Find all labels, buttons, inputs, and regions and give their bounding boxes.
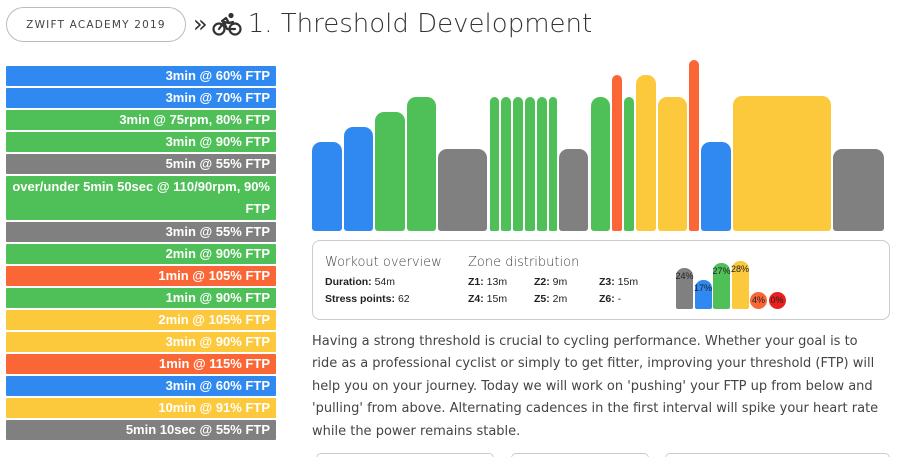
zone-1-time: Z1: 13m: [468, 276, 507, 288]
workout-block: [732, 95, 831, 231]
zone-percent-bar: [676, 267, 693, 309]
duration-label: Duration:: [325, 276, 372, 288]
interval-item[interactable]: over/under 5min 50sec @ 110/90rpm, 90% F…: [6, 176, 276, 220]
workout-block: [536, 97, 547, 231]
workout-block: [612, 74, 623, 231]
zone-1-label: Z1:: [468, 276, 484, 288]
zone-percent-label: 28%: [730, 264, 749, 274]
workout-block: [406, 97, 437, 231]
workout-block: [312, 141, 342, 231]
interval-item[interactable]: 3min @ 60% FTP: [6, 376, 276, 396]
zone-5-value: 2m: [552, 293, 568, 305]
interval-item[interactable]: 3min @ 75rpm, 80% FTP: [6, 110, 276, 130]
zone-4-label: Z4:: [468, 293, 484, 305]
interval-item[interactable]: 3min @ 55% FTP: [6, 222, 276, 242]
zone-3-time: Z3: 15m: [599, 276, 638, 288]
zone-percent-label: 0%: [770, 295, 784, 305]
zone-distribution-heading: Zone distribution: [468, 255, 580, 270]
interval-item[interactable]: 1min @ 105% FTP: [6, 266, 276, 286]
zone-percent-bar: [713, 262, 730, 309]
workout-block: [701, 141, 731, 231]
workout-block: [375, 112, 405, 231]
zone-5-label: Z5:: [534, 293, 550, 305]
zone-6-value: -: [617, 293, 622, 305]
workout-profile-chart: [312, 60, 884, 231]
interval-item[interactable]: 1min @ 115% FTP: [6, 354, 276, 374]
workout-block: [501, 97, 512, 231]
workout-overview-heading: Workout overview: [325, 255, 442, 270]
zone-percent-label: 17%: [693, 282, 712, 293]
workout-overview-panel: Workout overview Duration: 54m Stress po…: [312, 240, 890, 320]
cyclist-icon: [212, 12, 242, 36]
stress-points-label: Stress points:: [325, 293, 396, 305]
workout-block: [635, 74, 656, 231]
zone-2-time: Z2: 9m: [534, 276, 567, 288]
workout-block: [657, 97, 688, 231]
interval-item[interactable]: 5min @ 55% FTP: [6, 154, 276, 174]
zone-4-time: Z4: 15m: [468, 293, 507, 305]
breadcrumb-separator: »: [193, 10, 208, 38]
title-row: » 1. Threshold Development: [193, 4, 592, 44]
stress-points-row: Stress points: 62: [325, 293, 410, 305]
workout-block: [689, 60, 699, 231]
interval-item[interactable]: 2min @ 105% FTP: [6, 310, 276, 330]
workout-block: [438, 149, 488, 231]
workout-block: [558, 149, 589, 231]
zone-2-value: 9m: [552, 276, 568, 288]
interval-list: 3min @ 60% FTP 3min @ 70% FTP 3min @ 75rpm…: [6, 66, 276, 442]
zone-distribution-chart: 24% 17% 27% 28% 4% 0%: [675, 251, 788, 309]
zone-6-time: Z6: -: [599, 293, 621, 305]
workout-description: Having a strong threshold is crucial to …: [312, 334, 879, 439]
bottom-panel-3: [665, 453, 890, 457]
zone-percent-bar: [694, 279, 712, 309]
zone-percent-label: 27%: [712, 265, 731, 276]
interval-item[interactable]: 3min @ 90% FTP: [6, 132, 276, 152]
duration-value: 54m: [374, 276, 396, 288]
interval-item[interactable]: 10min @ 91% FTP: [6, 398, 276, 418]
workout-block: [590, 97, 611, 231]
zone-3-value: 15m: [617, 276, 639, 288]
workout-block: [489, 97, 500, 231]
interval-item[interactable]: 3min @ 60% FTP: [6, 66, 276, 86]
zwift-academy-button[interactable]: ZWIFT ACADEMY 2019: [6, 7, 186, 42]
workout-block: [343, 126, 374, 231]
zone-percent-bar: [750, 292, 767, 309]
zone-percent-label: 24%: [675, 270, 694, 281]
workout-block: [513, 97, 524, 231]
stress-points-value: 62: [397, 293, 410, 305]
zone-2-label: Z2:: [534, 276, 550, 288]
bottom-panel-1: [316, 453, 494, 457]
interval-item[interactable]: 3min @ 70% FTP: [6, 88, 276, 108]
zone-percent-bar: [768, 292, 786, 309]
zone-3-label: Z3:: [599, 276, 615, 288]
zone-1-value: 13m: [486, 276, 508, 288]
workout-block: [833, 149, 884, 231]
zone-percent-label: 4%: [751, 295, 765, 305]
interval-item[interactable]: 3min @ 90% FTP: [6, 332, 276, 352]
workout-block: [624, 97, 634, 231]
zone-4-value: 15m: [486, 293, 508, 305]
zone-6-label: Z6:: [599, 293, 615, 305]
zone-5-time: Z5: 2m: [534, 293, 567, 305]
duration-row: Duration: 54m: [325, 276, 395, 288]
workout-block: [525, 97, 535, 231]
interval-item[interactable]: 1min @ 90% FTP: [6, 288, 276, 308]
workout-block: [548, 97, 557, 231]
page-title: 1. Threshold Development: [247, 9, 593, 39]
bottom-panel-2: [511, 453, 649, 457]
interval-item[interactable]: 5min 10sec @ 55% FTP: [6, 420, 276, 440]
zone-percent-bar: [731, 261, 749, 309]
interval-item[interactable]: 2min @ 90% FTP: [6, 244, 276, 264]
